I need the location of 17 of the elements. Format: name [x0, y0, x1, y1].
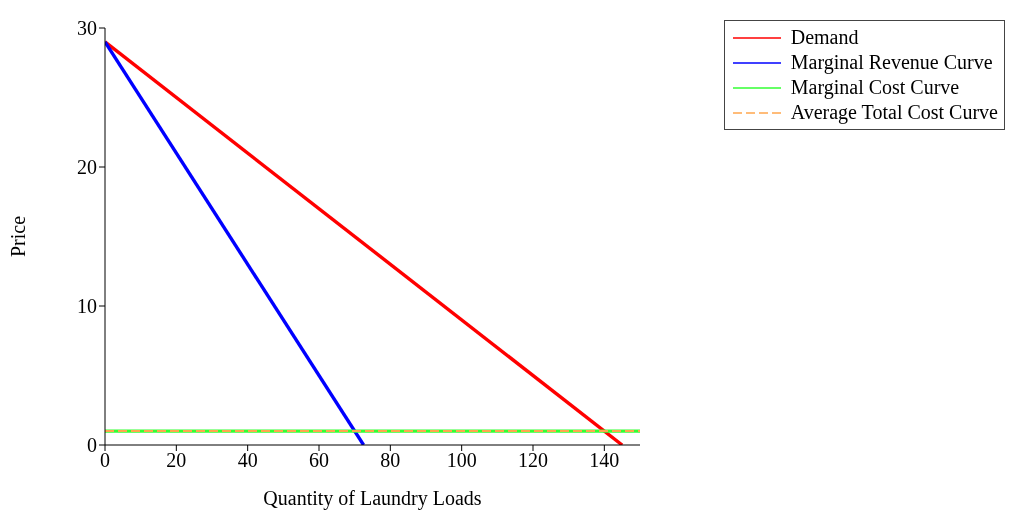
y-tick-label: 20 — [77, 156, 97, 179]
y-tick-label: 0 — [87, 434, 97, 457]
y-axis-title: Price — [7, 215, 30, 258]
x-tick-label: 40 — [237, 449, 258, 472]
y-tick-label: 30 — [77, 17, 97, 40]
x-tick-label: 60 — [309, 449, 329, 472]
legend-label: Demand — [790, 25, 860, 50]
legend-label: Marginal Revenue Curve — [790, 50, 994, 75]
legend-label: Marginal Cost Curve — [790, 75, 961, 100]
x-tick-label: 100 — [446, 449, 477, 472]
y-tick-label: 10 — [77, 295, 97, 318]
x-axis-title: Quantity of Laundry Loads — [263, 487, 482, 510]
x-tick-label: 80 — [380, 449, 401, 472]
x-tick-label: 120 — [518, 449, 548, 472]
x-tick-label: 140 — [589, 449, 620, 472]
x-tick-label: 20 — [166, 449, 187, 472]
legend-label: Average Total Cost Curve — [790, 100, 998, 125]
